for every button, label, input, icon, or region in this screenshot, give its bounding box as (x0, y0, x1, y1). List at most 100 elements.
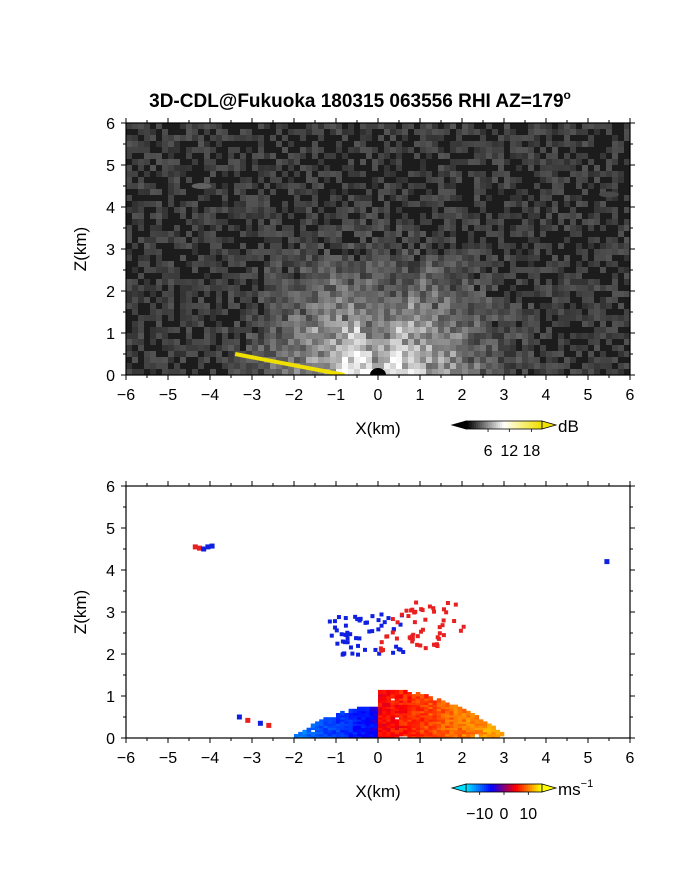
velocity-pixel (377, 651, 382, 656)
y-tick-label: 0 (106, 368, 115, 385)
x-axis-label: X(km) (355, 782, 400, 801)
velocity-pixel (440, 623, 445, 628)
y-tick-label: 5 (106, 521, 115, 538)
colorbar-unit: dB (558, 417, 579, 436)
velocity-pixel (355, 652, 360, 657)
velocity-pixel (410, 636, 415, 641)
velocity-pixel (406, 614, 411, 619)
velocity-pixel (386, 616, 391, 621)
velocity-pixel (396, 647, 401, 652)
velocity-pixel (385, 634, 390, 639)
velocity-pixel (410, 639, 415, 644)
velocity-pixel (391, 627, 396, 632)
velocity-pixel (444, 610, 449, 615)
velocity-pixel (348, 632, 353, 637)
velocity-pixel (452, 619, 457, 624)
velocity-pixel (379, 623, 384, 628)
velocity-pixel (432, 609, 437, 614)
colorbar-tick-label: 12 (500, 443, 518, 460)
velocity-pixel (364, 620, 369, 625)
velocity-pixel (332, 619, 337, 624)
velocity-pixel (390, 630, 395, 635)
velocity-pixel (355, 617, 360, 622)
x-tick-label: −2 (285, 387, 303, 404)
y-tick-label: 5 (106, 158, 115, 175)
velocity-pixel (339, 632, 344, 637)
y-tick-label: 4 (106, 200, 115, 217)
y-tick-label: 0 (106, 731, 115, 748)
velocity-pixel (418, 643, 423, 648)
velocity-pixel (354, 636, 359, 641)
x-tick-label: 4 (542, 750, 551, 767)
velocity-pixel (437, 625, 442, 630)
colorbar-unit: ms−1 (558, 778, 593, 799)
colorbar-tick-label: 6 (484, 443, 493, 460)
y-tick-label: 3 (106, 242, 115, 259)
velocity-pixel (453, 602, 458, 607)
velocity-pixel (334, 628, 339, 633)
velocity-pixel (461, 624, 466, 629)
velocity-pixel (363, 647, 368, 652)
velocity-pixel (412, 610, 417, 615)
velocity-pixel (380, 647, 385, 652)
x-tick-label: 2 (458, 387, 467, 404)
velocity-pixel (437, 631, 442, 636)
velocity-point (201, 546, 207, 552)
velocity-pixel (414, 600, 419, 605)
x-tick-label: −1 (327, 750, 345, 767)
velocity-pixel (333, 625, 338, 630)
velocity-pixel (458, 628, 463, 633)
velocity-pixel (408, 636, 413, 641)
velocity-pixel (345, 636, 350, 641)
y-tick-label: 2 (106, 284, 115, 301)
velocity-pixel (399, 612, 404, 617)
echo-blob (191, 183, 212, 189)
velocity-point (236, 714, 242, 720)
velocity-pixel (427, 604, 432, 609)
velocity-point (209, 543, 215, 549)
velocity-point (192, 544, 198, 550)
velocity-pixel (335, 641, 340, 646)
velocity-pixel (415, 634, 420, 639)
x-tick-label: 5 (584, 387, 593, 404)
velocity-pixel (441, 618, 446, 623)
x-tick-label: −3 (243, 750, 261, 767)
velocity-pixel (410, 607, 415, 612)
plot-area (126, 486, 630, 738)
velocity-pixel (370, 629, 375, 634)
velocity-pixel (345, 630, 350, 635)
velocity-point (245, 717, 251, 723)
velocity-pixel (342, 651, 347, 656)
radar-site-marker (370, 368, 386, 375)
y-tick-label: 4 (106, 563, 115, 580)
velocity-pixel (390, 617, 395, 622)
figure-title: 3D-CDL@Fukuoka 180315 063556 RHI AZ=179o (149, 88, 571, 112)
x-tick-label: 2 (458, 750, 467, 767)
velocity-pixel (367, 629, 372, 634)
x-tick-label: 6 (626, 387, 635, 404)
velocity-pixel (343, 632, 348, 637)
x-tick-label: −1 (327, 387, 345, 404)
velocity-pixel (343, 623, 348, 628)
x-tick-label: 1 (416, 750, 425, 767)
velocity-pixel (382, 620, 387, 625)
x-tick-label: 0 (374, 750, 383, 767)
velocity-pixel (373, 647, 378, 652)
velocity-pixel (434, 642, 439, 647)
velocity-pixel (345, 640, 350, 645)
x-tick-label: 5 (584, 750, 593, 767)
colorbar-low-arrow (450, 420, 467, 430)
velocity-pixel (404, 608, 409, 613)
velocity-pixel (343, 616, 348, 621)
velocity-pixel (336, 615, 341, 620)
x-tick-label: −5 (159, 387, 177, 404)
x-tick-label: 1 (416, 387, 425, 404)
velocity-pixel (378, 646, 383, 651)
y-tick-label: 2 (106, 647, 115, 664)
velocity-pixel (342, 640, 347, 645)
velocity-pixel (431, 606, 436, 611)
x-tick-label: 0 (374, 387, 383, 404)
